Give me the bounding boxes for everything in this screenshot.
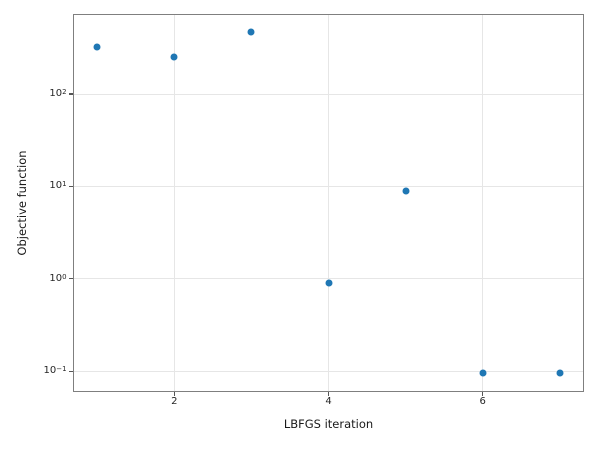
y-tick-mark [69, 93, 73, 95]
y-tick-mark [69, 370, 73, 372]
y-axis-label: Objective function [15, 150, 30, 256]
x-tick-mark [327, 392, 330, 396]
x-tick-mark [173, 392, 175, 396]
x-tick-label: 4 [325, 396, 332, 408]
gridline-vertical [328, 15, 329, 391]
y-tick-label: 100 [49, 272, 67, 284]
data-point [479, 369, 487, 377]
y-tick-label: 101 [49, 180, 67, 192]
x-axis-label: LBFGS iteration [283, 417, 374, 431]
left-spine [72, 13, 74, 393]
data-point [93, 43, 101, 51]
right-spine [583, 13, 585, 393]
x-tick-label: 2 [171, 396, 178, 408]
data-point [402, 187, 410, 195]
gridline-vertical [173, 15, 175, 391]
bottom-spine [72, 391, 585, 393]
x-tick-label: 6 [479, 396, 486, 408]
y-tick-label: 10−1 [43, 365, 67, 377]
data-point [247, 28, 255, 36]
y-tick-mark [69, 185, 73, 188]
gridline-vertical [482, 15, 484, 391]
y-tick-mark [69, 278, 73, 280]
x-tick-mark [482, 392, 484, 396]
top-spine [72, 13, 585, 15]
data-point [170, 53, 178, 61]
data-point [325, 279, 332, 287]
data-point [556, 369, 564, 377]
y-tick-label: 102 [49, 88, 67, 100]
